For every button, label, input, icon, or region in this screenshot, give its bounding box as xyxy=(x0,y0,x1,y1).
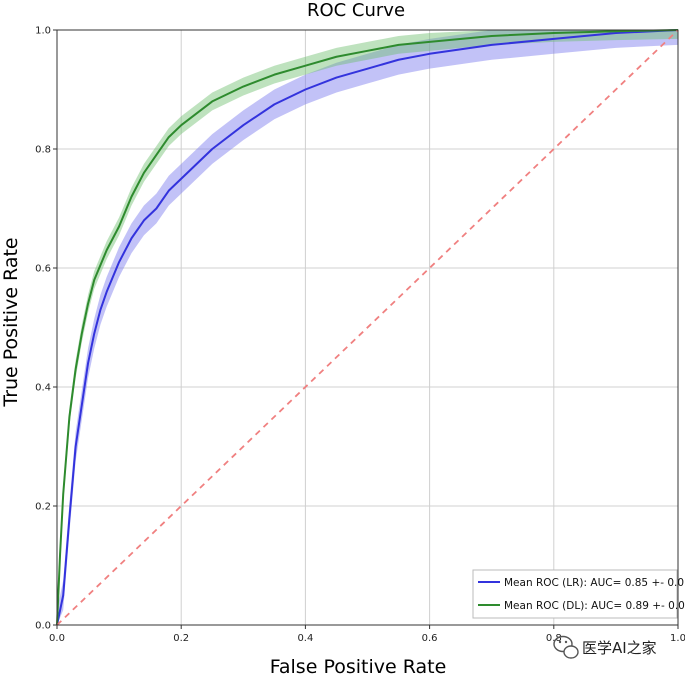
chart-title: ROC Curve xyxy=(307,0,405,21)
plot-frame xyxy=(56,29,679,626)
x-axis-title: False Positive Rate xyxy=(270,656,447,677)
y-tick-label: 0.8 xyxy=(35,145,51,156)
legend-box xyxy=(472,569,678,619)
legend-label-lr: Mean ROC (LR): AUC= 0.85 +- 0.01 xyxy=(504,577,685,589)
grid-layer xyxy=(56,29,679,626)
wechat-icon xyxy=(553,635,579,659)
x-tick-label: 1.0 xyxy=(670,633,685,644)
legend-label-dl: Mean ROC (DL): AUC= 0.89 +- 0.01 xyxy=(504,600,685,612)
x-tick-label: 0.4 xyxy=(297,633,313,644)
tick-layer: 0.0 0.2 0.4 0.6 0.8 1.0 0.0 0.2 0.4 0.6 0.8 1.0 xyxy=(35,26,685,645)
y-tick-label: 0.0 xyxy=(35,621,51,632)
x-tick-label: 0.2 xyxy=(173,633,189,644)
chance-diagonal-line xyxy=(56,29,679,626)
y-tick-label: 1.0 xyxy=(35,26,51,37)
legend: Mean ROC (LR): AUC= 0.85 +- 0.01 Mean RO… xyxy=(472,569,685,619)
roc-line-1 xyxy=(56,29,679,626)
y-axis-title: True Positive Rate xyxy=(0,237,22,407)
watermark-text: 医学AI之家 xyxy=(582,639,657,657)
x-tick-label: 0.0 xyxy=(49,633,65,644)
x-tick-label: 0.8 xyxy=(546,633,562,644)
roc-line-0 xyxy=(56,29,679,626)
watermark: 医学AI之家 xyxy=(553,635,657,659)
y-tick-label: 0.6 xyxy=(35,264,51,275)
series-layer xyxy=(56,29,679,626)
x-tick-label: 0.6 xyxy=(422,633,438,644)
y-tick-label: 0.4 xyxy=(35,383,51,394)
y-tick-label: 0.2 xyxy=(35,502,51,513)
